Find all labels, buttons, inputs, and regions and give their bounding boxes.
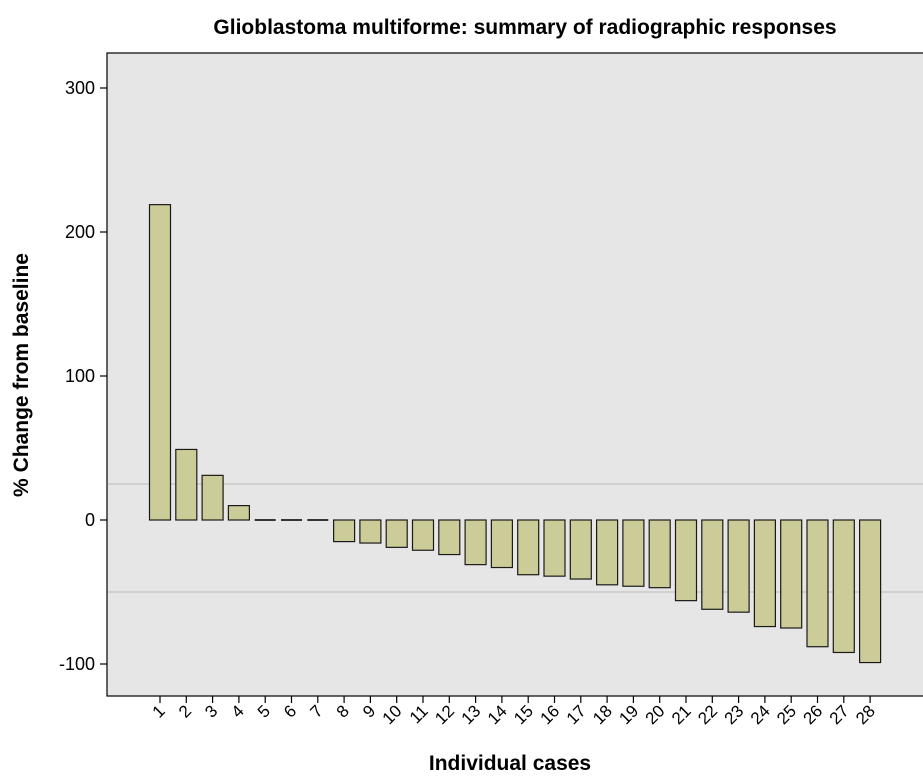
bar-28 [858,519,882,664]
x-tick-label: 15 [510,701,537,728]
x-tick-label: 20 [642,701,669,728]
x-tick-label: 13 [458,701,485,728]
chart-title: Glioblastoma multiforme: summary of radi… [213,16,836,39]
x-tick-label: 12 [431,701,458,728]
x-tick-label: 3 [201,701,221,721]
x-tick-label: 26 [800,701,827,728]
bar-22 [701,519,724,610]
y-axis-label: % Change from baseline [10,253,33,497]
bars [148,204,882,664]
x-tick-label: 17 [563,701,590,728]
bar-2 [175,448,198,521]
x-tick-label: 4 [228,701,248,721]
x-tick-label: 28 [852,701,879,728]
bar-21 [674,519,698,602]
x-tick-label: 10 [379,701,406,728]
bar-9 [359,519,382,544]
x-tick-label: 14 [484,701,511,728]
x-tick-label: 8 [333,701,353,721]
bar-8 [333,519,356,543]
bar-1 [148,204,172,521]
y-tick-label: 0 [85,510,95,530]
x-tick-label: 5 [254,701,274,721]
bar-20 [648,519,671,589]
x-axis-label: Individual cases [429,752,591,775]
bar-19 [622,519,645,587]
y-tick-label: -100 [59,654,95,674]
x-tick-label: 27 [826,701,853,728]
x-tick-label: 9 [359,701,379,721]
bar-14 [490,519,513,569]
x-tick-label: 7 [306,701,326,721]
y-axis: -100 0 100 200 300 [59,78,107,674]
x-tick-label: 22 [694,701,721,728]
x-tick-label: 2 [175,701,195,721]
bar-15 [517,519,540,576]
x-tick-label: 16 [537,701,564,728]
bar-27 [832,519,855,654]
bar-13 [464,519,487,566]
bar-25 [780,519,803,629]
x-tick-label: 11 [406,701,432,727]
x-tick-label: 21 [668,701,695,728]
x-tick-label: 18 [589,701,616,728]
bar-24 [753,519,777,628]
x-tick-label: 25 [773,701,800,728]
x-tick-label: 19 [615,701,642,728]
x-tick-label: 24 [747,701,774,728]
bar-3 [201,474,224,521]
x-tick-label: 23 [721,701,748,728]
bar-23 [727,519,750,613]
bar-17 [569,519,592,580]
bar-10 [385,519,408,548]
x-tick-label: 1 [149,701,169,721]
x-axis: 1 2 3 4 5 6 7 8 9 10 11 12 13 14 15 16 17 18 19 20 21 22 23 24 2… [149,696,879,728]
bar-18 [595,519,619,586]
y-tick-label: 300 [65,78,95,98]
bar-12 [438,519,461,556]
y-tick-label: 100 [65,366,95,386]
bar-11 [411,519,435,551]
bar-4 [227,505,250,521]
x-tick-label: 6 [280,701,300,721]
bar-16 [543,519,566,577]
bar-26 [806,519,829,648]
y-tick-label: 200 [65,222,95,242]
